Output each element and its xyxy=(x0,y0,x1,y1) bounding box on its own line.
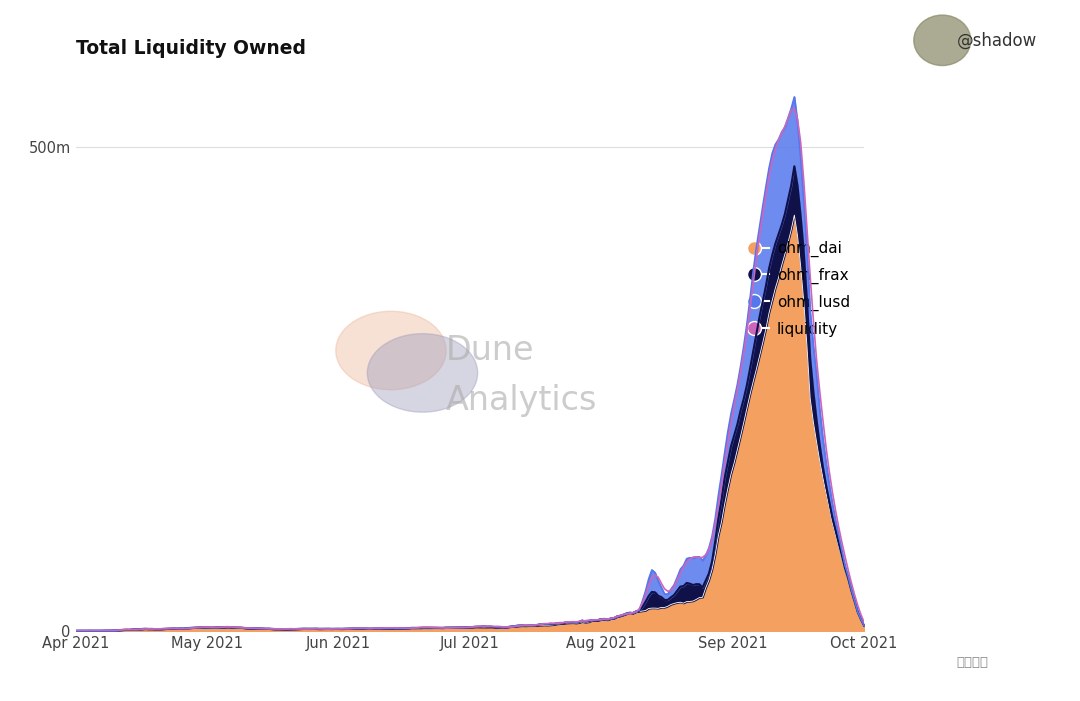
Text: 蓝狐笔记: 蓝狐笔记 xyxy=(956,656,988,669)
Text: Dune: Dune xyxy=(446,334,535,367)
Circle shape xyxy=(367,334,477,412)
Text: Total Liquidity Owned: Total Liquidity Owned xyxy=(76,39,306,57)
Circle shape xyxy=(914,15,971,65)
Text: Analytics: Analytics xyxy=(446,384,597,418)
Text: @shadow: @shadow xyxy=(957,32,1037,50)
Circle shape xyxy=(336,311,446,390)
Legend: ohm_dai, ohm_frax, ohm_lusd, liquidity: ohm_dai, ohm_frax, ohm_lusd, liquidity xyxy=(733,235,856,343)
